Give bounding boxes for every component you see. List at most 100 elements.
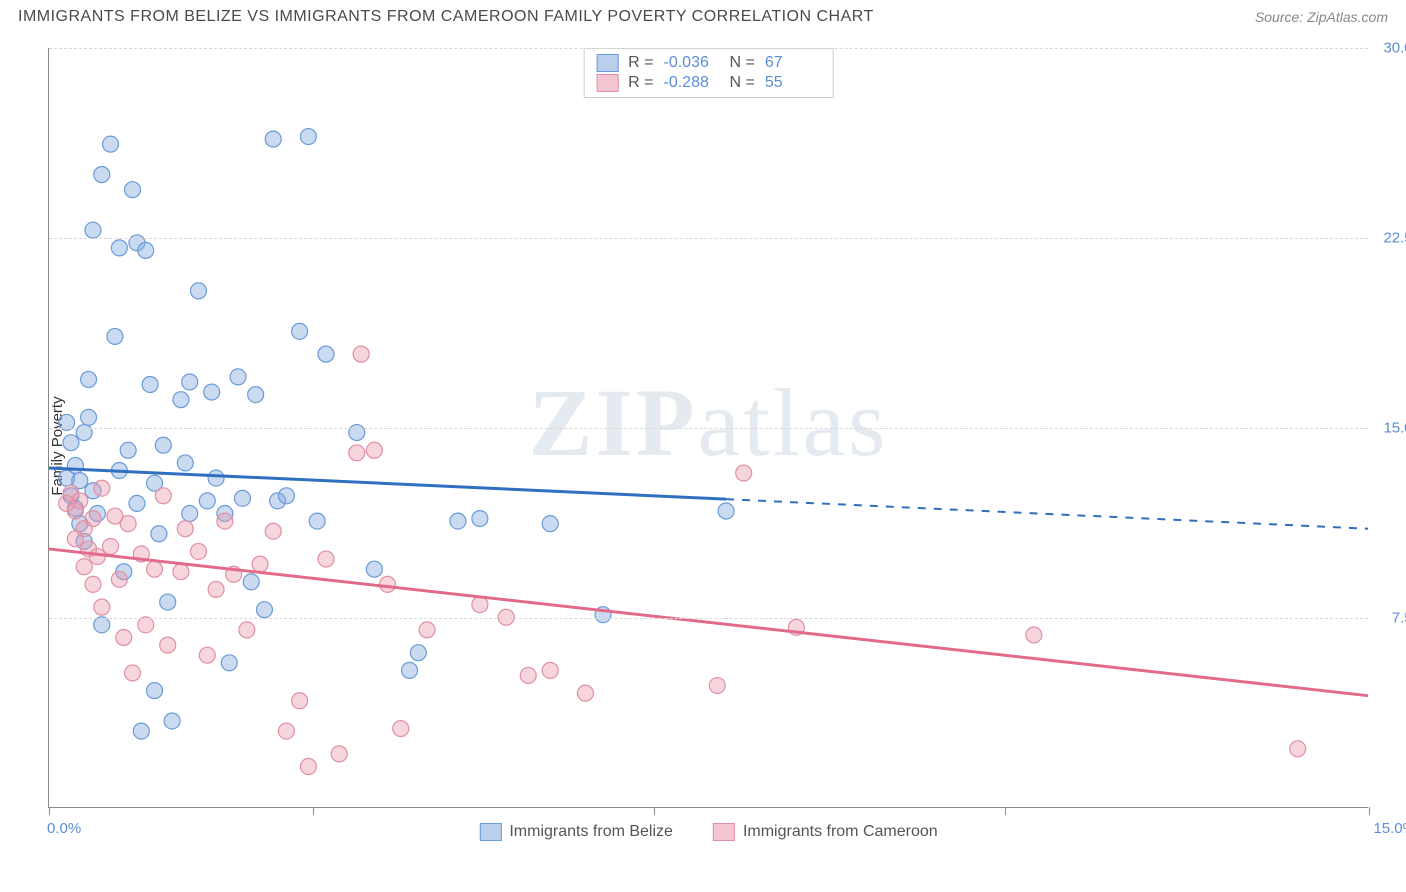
scatter-point: [234, 490, 250, 506]
scatter-point: [1290, 741, 1306, 757]
legend-row-cameroon: R = -0.288 N = 55: [596, 73, 821, 93]
scatter-point: [182, 506, 198, 522]
scatter-point: [353, 346, 369, 362]
scatter-point: [155, 437, 171, 453]
scatter-point: [402, 662, 418, 678]
scatter-point: [318, 551, 334, 567]
scatter-point: [472, 597, 488, 613]
scatter-point: [111, 240, 127, 256]
scatter-point: [155, 488, 171, 504]
scatter-point: [67, 457, 83, 473]
scatter-point: [718, 503, 734, 519]
scatter-point: [1026, 627, 1042, 643]
scatter-point: [243, 574, 259, 590]
scatter-point: [142, 377, 158, 393]
x-tick: [1369, 807, 1370, 815]
scatter-point: [349, 425, 365, 441]
y-tick-label: 15.0%: [1383, 420, 1406, 437]
scatter-point: [72, 493, 88, 509]
scatter-point: [85, 222, 101, 238]
gridline-h: [49, 48, 1368, 49]
scatter-point: [107, 328, 123, 344]
gridline-h: [49, 428, 1368, 429]
scatter-point: [265, 131, 281, 147]
scatter-point: [177, 455, 193, 471]
scatter-point: [125, 182, 141, 198]
legend-label-belize: Immigrants from Belize: [509, 823, 673, 841]
scatter-point: [419, 622, 435, 638]
r-label: R =: [628, 74, 653, 92]
scatter-point: [177, 521, 193, 537]
scatter-point: [63, 435, 79, 451]
series-legend: Immigrants from Belize Immigrants from C…: [479, 823, 937, 841]
legend-swatch-belize: [596, 54, 618, 72]
chart-plot-area: ZIPatlas R = -0.036 N = 67 R = -0.288 N …: [48, 48, 1368, 808]
legend-swatch-cameroon: [596, 74, 618, 92]
scatter-point: [221, 655, 237, 671]
scatter-point: [410, 645, 426, 661]
scatter-point: [147, 561, 163, 577]
source-attribution: Source: ZipAtlas.com: [1255, 9, 1388, 25]
r-value-cameroon: -0.288: [664, 74, 720, 92]
scatter-point: [103, 538, 119, 554]
scatter-point: [300, 129, 316, 145]
scatter-point: [103, 136, 119, 152]
scatter-point: [577, 685, 593, 701]
chart-title: IMMIGRANTS FROM BELIZE VS IMMIGRANTS FRO…: [18, 8, 874, 26]
gridline-h: [49, 618, 1368, 619]
scatter-point: [300, 759, 316, 775]
n-label: N =: [730, 54, 755, 72]
scatter-point: [85, 511, 101, 527]
scatter-point: [81, 409, 97, 425]
r-value-belize: -0.036: [664, 54, 720, 72]
scatter-point: [292, 323, 308, 339]
legend-row-belize: R = -0.036 N = 67: [596, 53, 821, 73]
scatter-point: [256, 602, 272, 618]
scatter-point: [160, 594, 176, 610]
scatter-point: [173, 392, 189, 408]
y-tick-label: 22.5%: [1383, 230, 1406, 247]
scatter-point: [94, 617, 110, 633]
legend-swatch-cameroon-icon: [713, 823, 735, 841]
scatter-point: [94, 480, 110, 496]
scatter-point: [138, 242, 154, 258]
scatter-point: [472, 511, 488, 527]
scatter-point: [230, 369, 246, 385]
scatter-point: [309, 513, 325, 529]
scatter-point: [151, 526, 167, 542]
r-label: R =: [628, 54, 653, 72]
x-axis-max-label: 15.0%: [1373, 820, 1406, 837]
scatter-point: [542, 516, 558, 532]
scatter-point: [164, 713, 180, 729]
scatter-point: [76, 425, 92, 441]
legend-label-cameroon: Immigrants from Cameroon: [743, 823, 938, 841]
legend-item-cameroon: Immigrants from Cameroon: [713, 823, 938, 841]
scatter-point: [278, 488, 294, 504]
y-tick-label: 30.0%: [1383, 40, 1406, 57]
n-label: N =: [730, 74, 755, 92]
scatter-point: [393, 721, 409, 737]
scatter-point: [520, 667, 536, 683]
scatter-point: [450, 513, 466, 529]
scatter-point: [331, 746, 347, 762]
legend-item-belize: Immigrants from Belize: [479, 823, 673, 841]
scatter-point: [147, 683, 163, 699]
scatter-point: [380, 576, 396, 592]
x-axis-min-label: 0.0%: [47, 820, 81, 837]
trend-line-dashed: [726, 499, 1368, 529]
scatter-point: [116, 630, 132, 646]
scatter-point: [133, 723, 149, 739]
scatter-point: [138, 617, 154, 633]
legend-swatch-belize-icon: [479, 823, 501, 841]
scatter-point: [208, 470, 224, 486]
scatter-point: [709, 678, 725, 694]
x-tick: [313, 807, 314, 815]
scatter-point: [182, 374, 198, 390]
scatter-point: [318, 346, 334, 362]
scatter-point: [173, 564, 189, 580]
scatter-point: [248, 387, 264, 403]
scatter-point: [252, 556, 268, 572]
scatter-point: [81, 371, 97, 387]
scatter-point: [129, 495, 145, 511]
scatter-point: [160, 637, 176, 653]
